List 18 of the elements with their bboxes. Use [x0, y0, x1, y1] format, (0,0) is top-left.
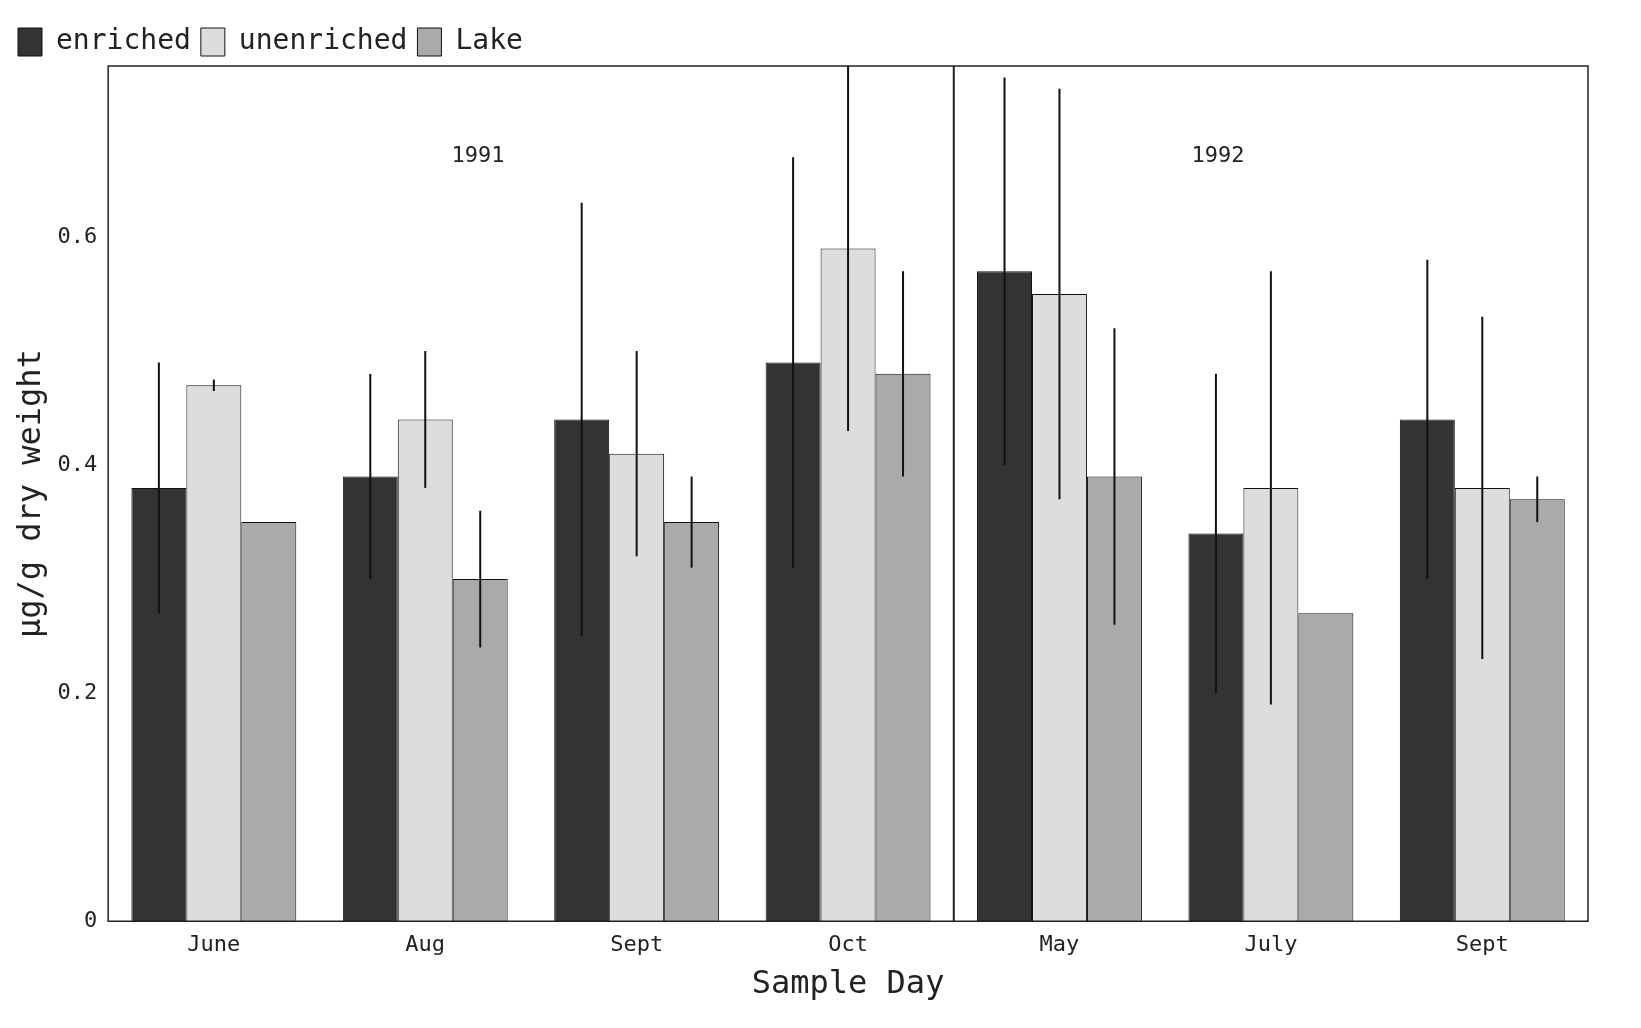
x-tick-label: Sept: [1455, 931, 1509, 957]
y-axis-title: µg/g dry weight: [9, 349, 48, 639]
y-tick-label: 0.4: [57, 450, 98, 476]
annotation: 1992: [1191, 141, 1245, 167]
annotation: 1991: [451, 141, 505, 167]
legend-label: enriched: [56, 23, 191, 57]
x-axis-title: Sample Day: [751, 963, 945, 1002]
x-tick-label: July: [1244, 931, 1298, 957]
x-tick-label: May: [1039, 931, 1080, 957]
x-tick-label: June: [187, 931, 241, 957]
legend-label: Lake: [455, 23, 523, 57]
y-tick-label: 0: [83, 906, 98, 932]
y-tick-label: 0.2: [57, 678, 98, 704]
x-tick-label: Aug: [405, 931, 446, 957]
legend-label: unenriched: [238, 23, 408, 57]
x-tick-label: Sept: [610, 931, 664, 957]
y-tick-label: 0.6: [57, 222, 98, 248]
x-tick-label: Oct: [828, 931, 868, 957]
